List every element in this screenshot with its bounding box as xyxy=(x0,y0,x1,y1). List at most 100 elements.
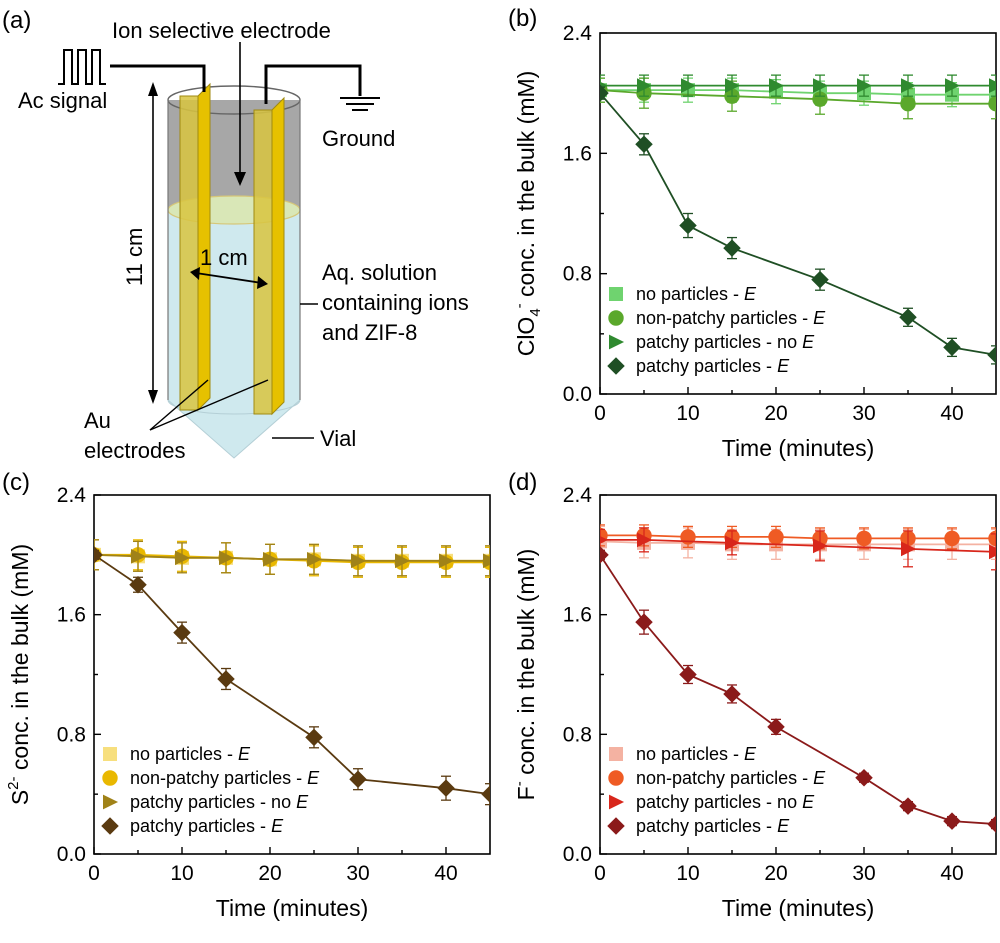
data-point xyxy=(637,78,653,93)
data-point xyxy=(987,346,996,364)
legend-label: non-patchy particles - E xyxy=(636,308,826,328)
legend-label-text: no particles - xyxy=(636,284,744,304)
ground-wire xyxy=(264,64,362,104)
legend-marker xyxy=(608,310,624,326)
series-triangle xyxy=(94,539,490,577)
data-point xyxy=(94,546,103,564)
y-axis-title-main: ClO xyxy=(513,317,539,357)
x-tick-label: 30 xyxy=(346,862,369,885)
data-point xyxy=(263,551,279,567)
data-point xyxy=(600,84,609,102)
y-tick-label: 1.6 xyxy=(563,142,592,165)
data-point xyxy=(679,216,697,235)
data-point xyxy=(349,770,367,788)
y-tick-label: 0.8 xyxy=(563,723,592,746)
panel-label: (c) xyxy=(2,469,30,496)
data-point xyxy=(988,95,996,112)
series-line xyxy=(600,534,996,540)
ion-electrode-arrowhead xyxy=(234,172,246,186)
label-ground: Ground xyxy=(322,126,395,151)
legend-label: patchy particles - no E xyxy=(130,792,309,812)
label-au-2: electrodes xyxy=(84,438,186,463)
electrode-left-edge xyxy=(197,82,211,412)
data-point xyxy=(635,135,653,154)
data-point xyxy=(769,78,785,93)
x-tick-label: 0 xyxy=(594,402,606,425)
legend-label-italic: E xyxy=(802,332,815,352)
y-tick-label: 1.6 xyxy=(563,604,592,627)
y-axis-title: S2- conc. in the bulk (mM) xyxy=(5,544,33,805)
chart-panel-d: (d) 0 10 20 30 40 0.0 0.8 1.6 2.4 Time (minutes) F-… xyxy=(508,469,997,921)
data-point xyxy=(600,546,609,564)
legend-label-italic: E xyxy=(813,768,826,788)
y-axis-title-sup: - xyxy=(511,303,528,308)
data-point xyxy=(395,553,411,569)
legend-marker xyxy=(608,770,624,786)
legend-label-italic: E xyxy=(271,816,284,836)
data-point xyxy=(600,535,609,544)
data-point xyxy=(307,551,323,567)
data-point xyxy=(723,239,741,257)
x-tick-label: 0 xyxy=(88,862,100,885)
y-tick-label: 0.8 xyxy=(563,263,592,286)
legend-marker xyxy=(607,357,625,375)
legend-marker xyxy=(607,817,625,835)
legend-label-text: patchy particles - no xyxy=(636,792,802,812)
label-gap: 1 cm xyxy=(200,245,248,270)
legend-label-text: patchy particles - xyxy=(130,816,271,836)
label-ion-selective-electrode: Ion selective electrode xyxy=(112,18,331,43)
x-axis-title: Time (minutes) xyxy=(722,435,875,461)
au-callout-right xyxy=(149,379,269,431)
data-point xyxy=(439,553,455,569)
au-callout-left xyxy=(149,379,209,431)
legend-label-text: non-patchy particles - xyxy=(130,768,307,788)
legend-marker xyxy=(609,287,623,301)
label-au-1: Au xyxy=(84,408,111,433)
gap-arrow xyxy=(195,272,263,284)
data-point xyxy=(857,78,873,93)
legend-marker xyxy=(609,747,623,761)
data-point xyxy=(900,95,916,112)
legend-label: no particles - E xyxy=(636,284,757,304)
legend-label-text: non-patchy particles - xyxy=(636,308,813,328)
data-point xyxy=(768,529,784,545)
legend-label: patchy particles - E xyxy=(130,816,284,836)
legend-label-italic: E xyxy=(802,792,815,812)
x-tick-label: 0 xyxy=(594,862,606,885)
series-diamond xyxy=(600,546,996,833)
data-point xyxy=(173,623,191,642)
experimental-setup-diagram: (a) xyxy=(2,7,469,463)
plot-area xyxy=(600,74,996,365)
data-point xyxy=(899,797,917,815)
legend-label: patchy particles - E xyxy=(636,816,790,836)
series-triangle xyxy=(600,527,996,571)
data-point xyxy=(812,91,828,107)
legend-label-italic: E xyxy=(813,308,826,328)
data-point xyxy=(944,530,960,547)
data-point xyxy=(219,550,235,566)
legend-label-text: patchy particles - xyxy=(636,816,777,836)
data-point xyxy=(811,270,829,289)
series-line xyxy=(600,89,996,96)
x-tick-label: 20 xyxy=(764,862,787,885)
electrode-right-edge xyxy=(271,96,285,416)
legend-label-italic: E xyxy=(744,744,757,764)
data-point xyxy=(725,78,741,93)
x-tick-label: 10 xyxy=(676,402,699,425)
legend-label-text: no particles - xyxy=(130,744,238,764)
data-point xyxy=(901,78,917,93)
x-tick-label: 40 xyxy=(940,402,963,425)
label-solution-2: containing ions xyxy=(322,290,469,315)
series-line xyxy=(94,554,490,796)
y-axis-title-main: S xyxy=(7,790,33,805)
series-line xyxy=(94,553,490,562)
label-height: 11 cm xyxy=(122,228,147,286)
ac-signal-icon xyxy=(58,49,106,85)
data-point xyxy=(681,78,697,93)
legend-marker xyxy=(609,334,625,350)
x-axis-title: Time (minutes) xyxy=(216,895,369,921)
x-tick-label: 20 xyxy=(258,862,281,885)
x-tick-label: 10 xyxy=(170,862,193,885)
data-point xyxy=(767,718,785,736)
